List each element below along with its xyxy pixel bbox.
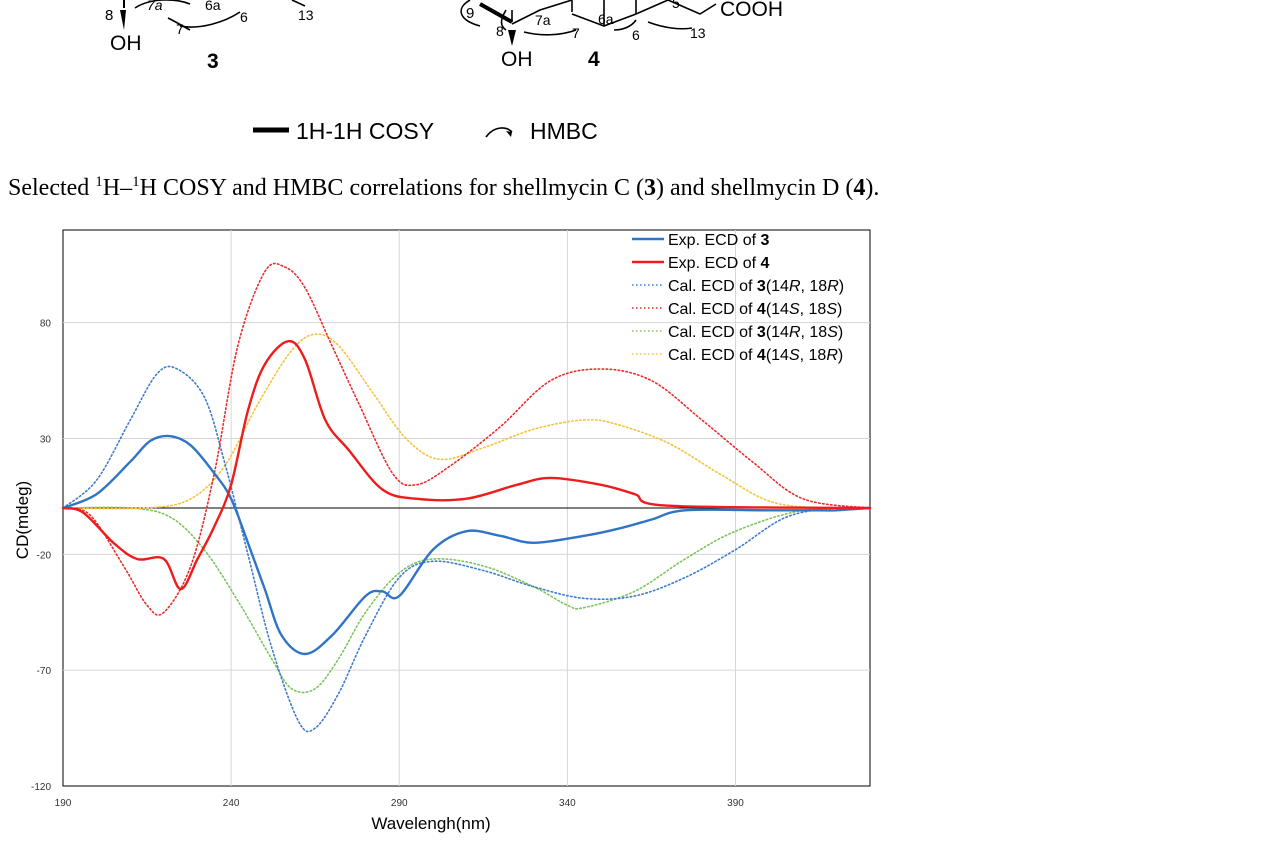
hmbc-arrow-icon — [485, 127, 513, 138]
atom-label-7-left: 7 — [176, 21, 184, 37]
caption-compound-4: 4 — [853, 175, 866, 201]
compound-3-fragment — [123, 0, 306, 31]
series-line-5 — [62, 506, 871, 694]
figure-caption: Selected 1H–1H COSY and HMBC correlation… — [8, 166, 1268, 204]
caption-sup-1: 1 — [95, 174, 103, 190]
x-tick-label: 190 — [55, 798, 72, 809]
caption-mid2: ) and shellmycin D ( — [656, 175, 854, 201]
legend-label-6: Cal. ECD of 4(14S, 18R) — [668, 347, 843, 364]
atom-label-6-right: 6 — [632, 27, 640, 43]
atom-label-5-right: 5 — [672, 0, 680, 11]
atom-label-13-right: 13 — [690, 25, 706, 41]
wedge-bond-right — [508, 30, 516, 46]
y-tick-label: -120 — [31, 782, 51, 793]
series-line-1 — [61, 434, 872, 656]
x-tick-label: 340 — [559, 798, 576, 809]
compound-label-4: 4 — [588, 48, 600, 71]
structure-scheme: 8 7a 6a 6 7 13 OH 3 9 7a 6a 8 7 6 13 5 C… — [105, 0, 783, 144]
series-line-3 — [62, 365, 871, 733]
cosy-legend-label: 1H-1H COSY — [296, 118, 434, 144]
caption-prefix: Selected — [8, 175, 96, 201]
caption-compound-3: 3 — [644, 175, 657, 201]
atom-label-8-right: 8 — [496, 23, 504, 39]
y-tick-label: -20 — [37, 550, 52, 561]
caption-sup-2: 1 — [132, 174, 140, 190]
grid-layer — [63, 230, 870, 786]
series-line-6 — [62, 333, 871, 510]
atom-label-8-left: 8 — [105, 7, 113, 24]
legend-label-1: Exp. ECD of 3 — [668, 232, 769, 249]
atom-label-7a-left: 7a — [147, 0, 163, 13]
legend-label-5: Cal. ECD of 3(14R, 18S) — [668, 324, 843, 341]
series-line-4 — [62, 262, 871, 616]
atom-label-13-left: 13 — [298, 7, 314, 23]
y-tick-label: 80 — [40, 319, 52, 330]
hmbc-arrowhead-icon — [506, 131, 512, 137]
x-axis-label: Wavelengh(nm) — [371, 814, 490, 833]
atom-label-6a-left: 6a — [205, 0, 221, 13]
atom-label-6a-right: 6a — [598, 11, 614, 27]
series-line-2 — [61, 339, 872, 591]
y-tick-label: 30 — [40, 435, 52, 446]
wedge-bond-left — [120, 10, 126, 30]
x-tick-label: 390 — [727, 798, 744, 809]
oh-label-right: OH — [501, 48, 533, 71]
caption-mid: H COSY and HMBC correlations for shellmy… — [139, 175, 645, 201]
compound-label-3: 3 — [207, 50, 219, 73]
axis-layer: 190 240 290 340 390 80 30 -20 -70 -120 — [31, 319, 744, 809]
x-tick-label: 240 — [223, 798, 240, 809]
oh-label-left: OH — [110, 32, 142, 55]
x-tick-label: 290 — [391, 798, 408, 809]
atom-label-6-left: 6 — [240, 9, 248, 25]
legend-label-3: Cal. ECD of 3(14R, 18R) — [668, 278, 844, 295]
caption-h1: H– — [102, 175, 133, 201]
caption-end: ). — [865, 175, 880, 201]
legend-label-4: Cal. ECD of 4(14S, 18S) — [668, 301, 842, 318]
hmbc-legend-label: HMBC — [530, 118, 598, 144]
legend: Exp. ECD of 3 Exp. ECD of 4 Cal. ECD of 3(… — [632, 232, 844, 364]
atom-label-7a-right: 7a — [535, 12, 551, 28]
cooh-label: COOH — [720, 0, 783, 21]
legend-label-2: Exp. ECD of 4 — [668, 255, 769, 272]
y-tick-label: -70 — [37, 666, 52, 677]
series-layer — [61, 262, 872, 733]
ecd-chart: 190 240 290 340 390 80 30 -20 -70 -120 Exp. ECD o… — [13, 229, 872, 833]
compound-4-fragment — [460, 0, 717, 36]
atom-label-9-right: 9 — [466, 5, 474, 22]
atom-label-7-right: 7 — [572, 25, 580, 41]
y-axis-label: CD(mdeg) — [13, 481, 32, 559]
